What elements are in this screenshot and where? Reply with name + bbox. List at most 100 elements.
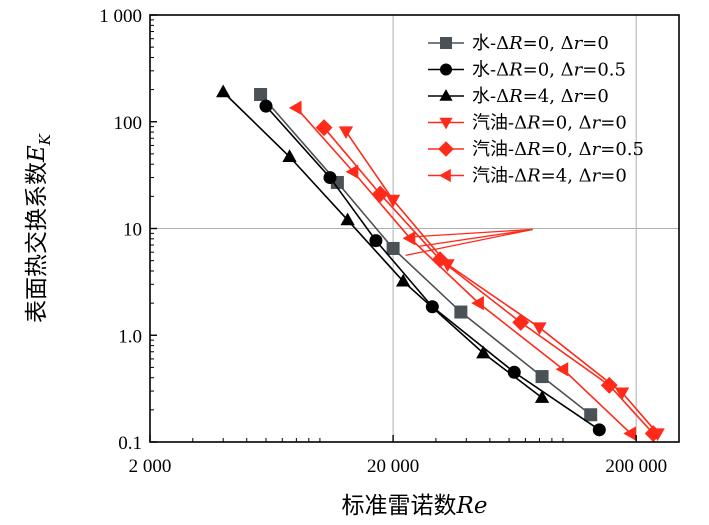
x-axis-title-symbol: Re xyxy=(456,493,488,519)
data-point xyxy=(534,390,550,403)
legend-label-part: r xyxy=(592,113,602,134)
x-tick-label: 2 000 xyxy=(129,456,172,477)
data-point xyxy=(396,273,411,287)
legend-item-5: 汽油-ΔR=0, Δr=0.5 xyxy=(428,139,644,160)
y-axis-title-subscript: K xyxy=(36,133,54,146)
legend-label-part: R xyxy=(526,166,541,187)
legend-label-part: R xyxy=(508,33,523,54)
y-tick-label: 0.1 xyxy=(118,433,142,454)
annotation-arrows xyxy=(405,228,533,257)
x-tick-label: 20 000 xyxy=(367,456,419,477)
data-point xyxy=(323,171,337,185)
data-point xyxy=(216,84,231,98)
y-tick-label: 1 000 xyxy=(99,6,142,27)
data-point xyxy=(454,305,468,319)
legend-item-4: 汽油-ΔR=0, Δr=0 xyxy=(428,113,627,134)
legend-label-part: =0.5 xyxy=(600,139,644,160)
series-5 xyxy=(315,119,662,442)
legend-marker xyxy=(438,141,454,157)
legend-label-part: r xyxy=(592,139,602,160)
legend-label-part: R xyxy=(508,60,523,81)
data-point xyxy=(282,149,297,162)
legend-label: 水-ΔR=0, Δr=0 xyxy=(472,33,609,54)
legend-label-part: r xyxy=(574,86,584,107)
data-point xyxy=(584,408,598,422)
legend-label-part: r xyxy=(574,33,584,54)
y-axis-title: 表面热交换系数EK xyxy=(24,133,54,323)
legend-item-2: 水-ΔR=0, Δr=0.5 xyxy=(428,60,626,81)
legend-label-part: =0, Δ xyxy=(541,113,592,134)
legend-label: 水-ΔR=0, Δr=0.5 xyxy=(472,60,626,81)
data-point xyxy=(623,426,636,441)
legend-label-part: =4, Δ xyxy=(541,166,592,187)
x-tick-label: 200 000 xyxy=(605,456,667,477)
legend-item-6: 汽油-ΔR=4, Δr=0 xyxy=(428,166,627,187)
series-line xyxy=(222,91,543,399)
legend-label: 汽油-ΔR=4, Δr=0 xyxy=(472,166,627,187)
legend-label-part: =0.5 xyxy=(582,60,626,81)
data-point xyxy=(592,423,606,437)
legend-label-part: =0 xyxy=(600,113,627,134)
series-3 xyxy=(216,84,550,403)
data-point xyxy=(340,212,355,226)
y-tick-label: 10 xyxy=(123,220,142,241)
data-point xyxy=(431,251,449,269)
legend-label-part: 水-Δ xyxy=(472,33,509,54)
x-axis-title-text: 标准雷诺数 xyxy=(342,493,457,519)
legend-item-1: 水-ΔR=0, Δr=0 xyxy=(428,33,609,54)
legend-label-part: R xyxy=(508,86,523,107)
data-point xyxy=(535,370,549,384)
annotation-arrow-line xyxy=(418,228,533,248)
data-point xyxy=(600,376,618,394)
data-point xyxy=(259,99,273,113)
data-point xyxy=(644,425,662,442)
legend-label: 水-ΔR=4, Δr=0 xyxy=(472,86,609,107)
legend-label-part: 水-Δ xyxy=(472,60,509,81)
legend-marker xyxy=(440,63,452,76)
data-point xyxy=(532,322,547,336)
legend-label-part: 水-Δ xyxy=(472,86,509,107)
y-tick-label: 1.0 xyxy=(118,326,142,347)
legend: 水-ΔR=0, Δr=0水-ΔR=0, Δr=0.5水-ΔR=4, Δr=0汽油… xyxy=(428,33,644,187)
data-point xyxy=(338,126,354,139)
data-point xyxy=(345,164,359,179)
legend-label-part: =0 xyxy=(582,86,609,107)
x-axis-title: 标准雷诺数Re xyxy=(342,493,488,519)
data-point xyxy=(471,295,484,311)
series-line xyxy=(345,131,659,435)
y-tick-label: 100 xyxy=(114,113,143,134)
legend-label-part: r xyxy=(574,60,584,81)
legend-label-part: r xyxy=(592,166,602,187)
series-line xyxy=(323,127,654,435)
data-point xyxy=(476,345,491,359)
grid-layer xyxy=(150,15,679,442)
legend-marker xyxy=(440,37,452,49)
legend-label-part: 汽油-Δ xyxy=(472,113,527,134)
legend-marker xyxy=(439,117,453,130)
legend-label-part: 汽油-Δ xyxy=(472,166,527,187)
legend-label: 汽油-ΔR=0, Δr=0 xyxy=(472,113,627,134)
data-point xyxy=(614,387,630,401)
legend-label-part: =4, Δ xyxy=(523,86,574,107)
data-point xyxy=(385,194,401,208)
legend-label-part: =0, Δ xyxy=(523,33,574,54)
series-line xyxy=(265,105,600,431)
data-point xyxy=(402,231,416,246)
y-axis-title-symbol: E xyxy=(24,145,50,163)
series-6 xyxy=(288,100,636,441)
data-point xyxy=(288,100,302,115)
annotation-arrow-line xyxy=(405,228,533,257)
series-1 xyxy=(254,87,598,422)
legend-label: 汽油-ΔR=0, Δr=0.5 xyxy=(472,139,644,160)
data-point xyxy=(254,87,268,101)
legend-label-part: =0 xyxy=(600,166,627,187)
legend-label-part: =0, Δ xyxy=(523,60,574,81)
y-axis-title-text: 表面热交换系数 xyxy=(24,162,50,323)
data-point xyxy=(507,365,521,379)
data-point xyxy=(369,234,383,248)
series-layer xyxy=(216,84,665,442)
legend-marker xyxy=(439,168,451,183)
data-point xyxy=(386,241,400,255)
annotation-arrow-line xyxy=(407,228,533,238)
